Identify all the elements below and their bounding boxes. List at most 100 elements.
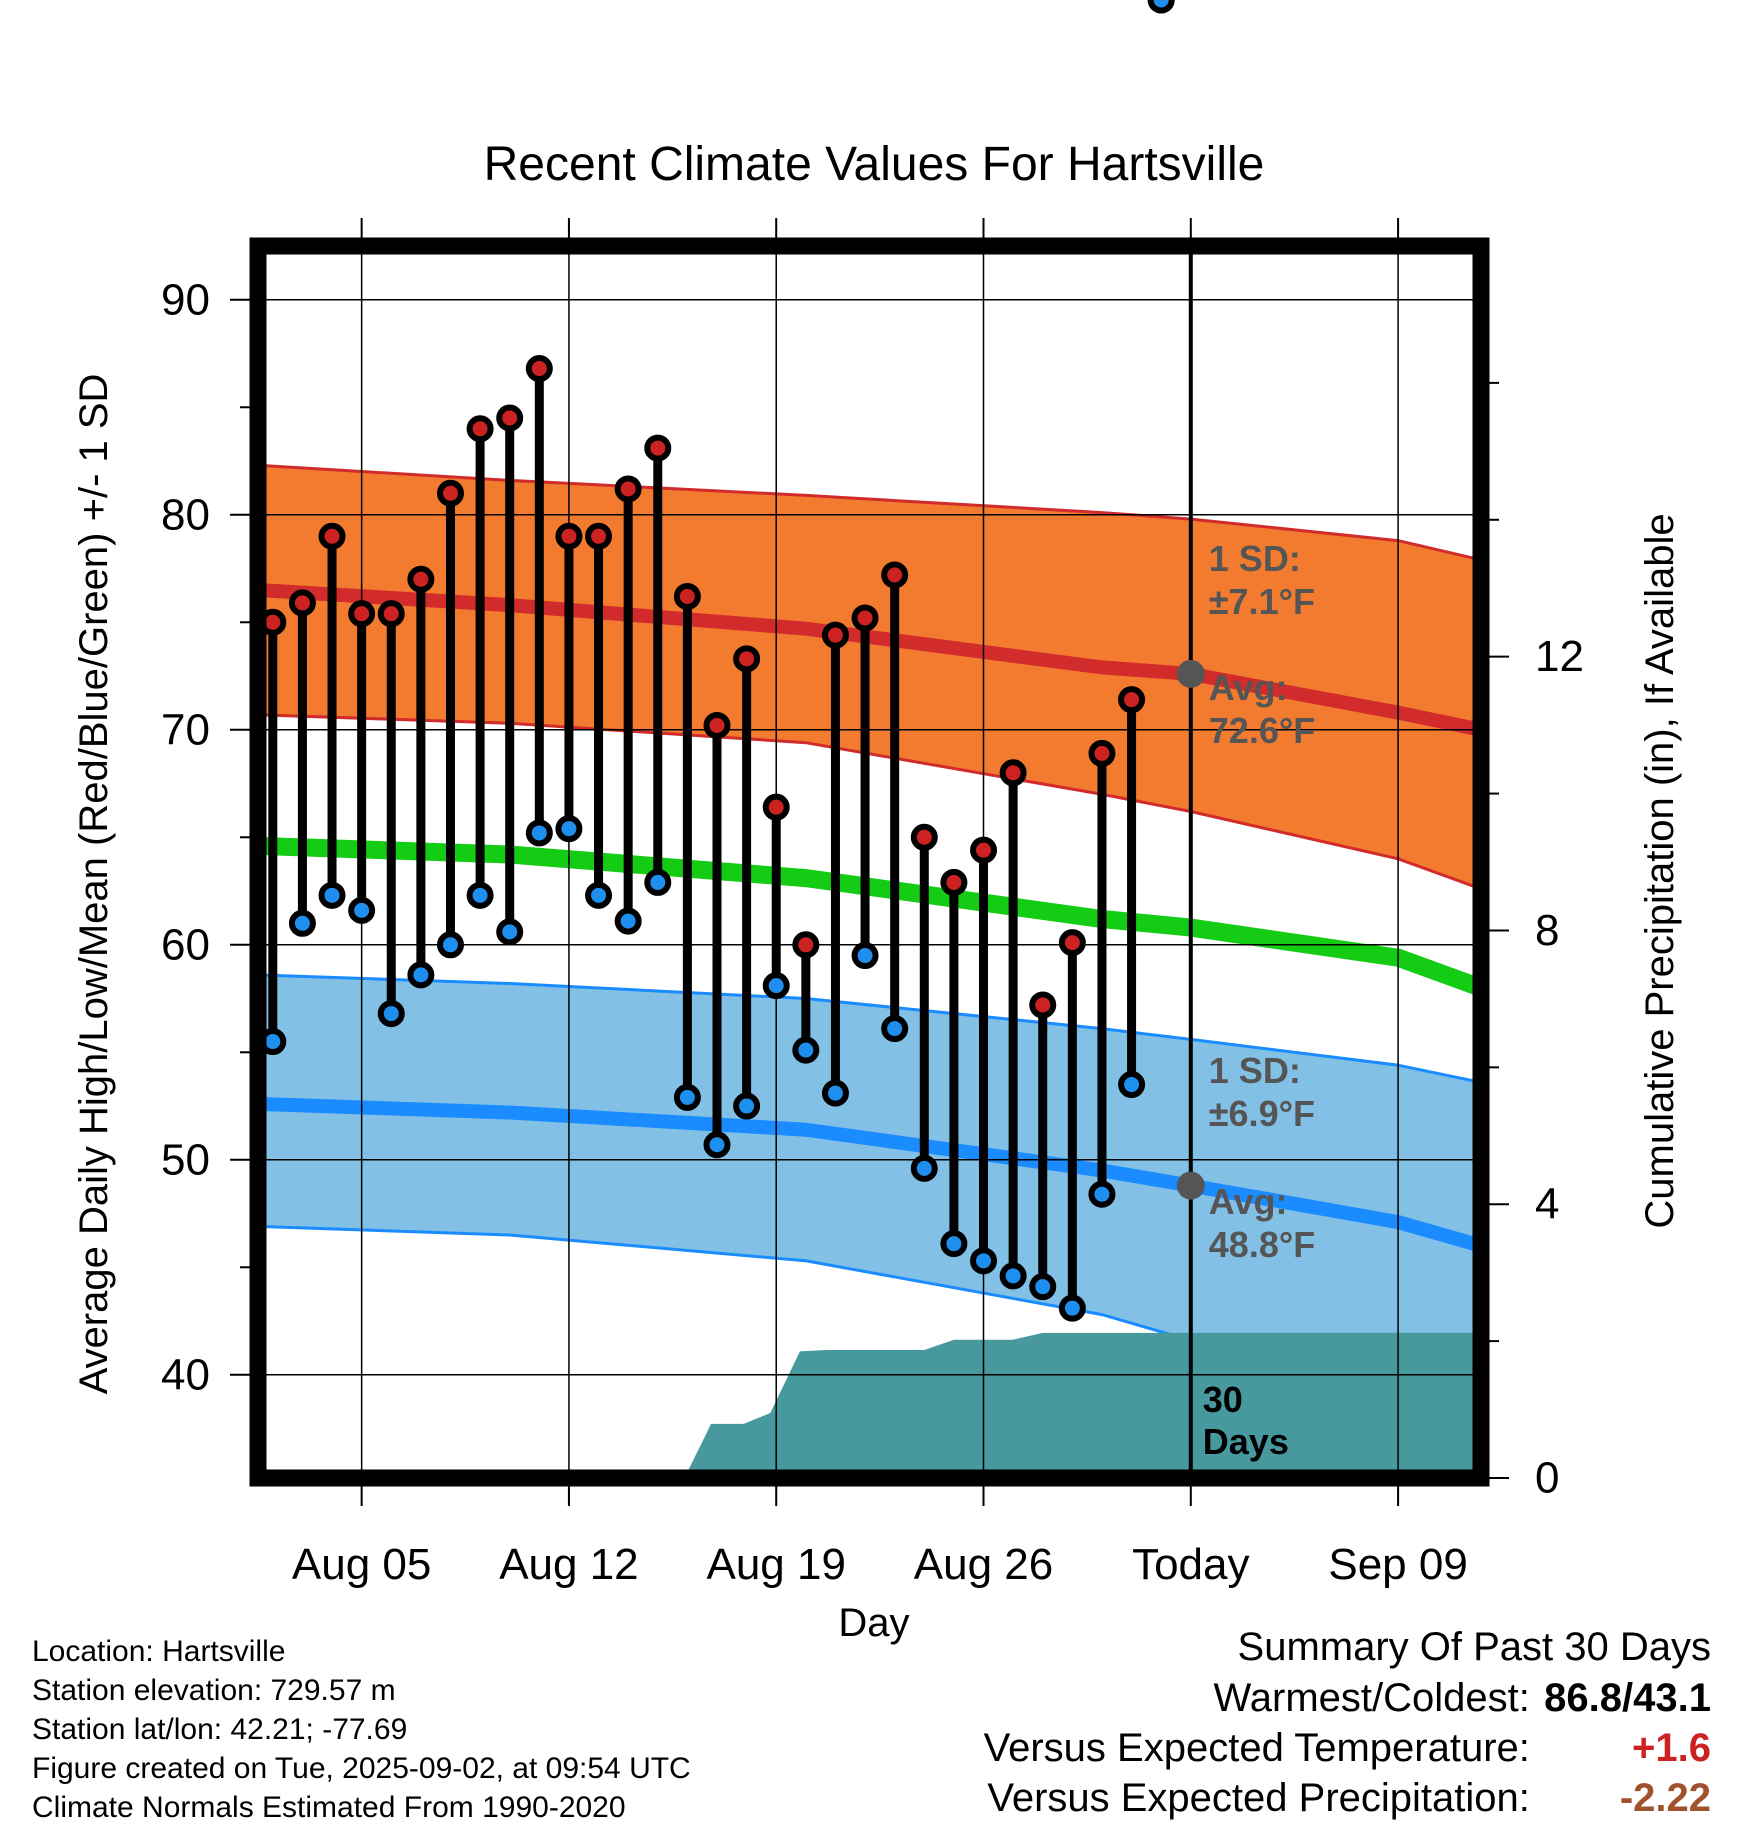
x-tick-label: Aug 19 [706,1540,845,1589]
daily-high-point [1118,686,1146,714]
today-low-normal-marker [1176,1171,1205,1200]
low-avg-value: 48.8°F [1209,1224,1315,1265]
daily-high-point [762,793,790,821]
daily-high-point [881,561,909,589]
summary-warm-cold-label: Warmest/Coldest: [1213,1676,1530,1720]
x-axis-label: Day [838,1601,909,1645]
daily-low-point [348,896,376,924]
days-label-word: Days [1203,1421,1289,1462]
daily-high-point [999,759,1027,787]
daily-low-point [585,881,613,909]
summary-precip-label: Versus Expected Precipitation: [987,1776,1530,1820]
daily-low-point [940,1230,968,1258]
daily-high-point [733,645,761,673]
daily-high-point [1088,739,1116,767]
x-tick-label: Sep 09 [1328,1540,1467,1589]
precip-area [684,1332,1481,1478]
daily-low-point [1058,1294,1086,1322]
daily-low-point [1029,1273,1057,1301]
y-tick-label: 40 [161,1350,210,1399]
daily-high-point [673,582,701,610]
daily-high-point [407,565,435,593]
daily-high-point [555,522,583,550]
daily-high-point [821,621,849,649]
daily-low-point [1088,1180,1116,1208]
daily-low-point [644,868,672,896]
x-tick-label: Today [1132,1540,1249,1589]
footer-latlon: Station lat/lon: 42.21; -77.69 [32,1713,408,1746]
daily-high-point [644,434,672,462]
daily-low-point [1118,1071,1146,1099]
high-sd-value: ±7.1°F [1209,581,1315,622]
daily-low-point [970,1247,998,1275]
daily-high-point [1029,991,1057,1019]
y-tick-label: 90 [161,275,210,324]
days-label-number: 30 [1203,1379,1243,1420]
daily-low-point [496,918,524,946]
daily-low-point [733,1092,761,1120]
daily-low-point [999,1262,1027,1290]
y2-tick-label: 8 [1535,906,1559,955]
low-sd-band [258,973,1481,1381]
daily-high-point [910,823,938,851]
daily-high-point [792,931,820,959]
high-avg-value: 72.6°F [1209,710,1315,751]
y2-tick-label: 0 [1535,1454,1559,1503]
daily-low-point [525,819,553,847]
footer-normals: Climate Normals Estimated From 1990-2020 [32,1791,626,1824]
summary-warm-cold-value: 86.8/43.1 [1544,1676,1711,1720]
daily-low-point [318,881,346,909]
daily-low-point [792,1036,820,1064]
footer-elevation: Station elevation: 729.57 m [32,1674,396,1707]
y2-axis-label: Cumulative Precipitation (in), If Availa… [1638,513,1682,1228]
footer-created: Figure created on Tue, 2025-09-02, at 09… [32,1752,691,1785]
y2-tick-label: 12 [1535,632,1584,681]
daily-high-point [288,589,316,617]
summary-temp: Versus Expected Temperature: +1.6 [984,1723,1711,1773]
daily-low-point [436,931,464,959]
y-tick-label: 50 [161,1135,210,1184]
daily-high-point [377,600,405,628]
high-sd-label: 1 SD: [1209,538,1301,579]
x-tick-label: Aug 05 [292,1540,431,1589]
y2-tick-label: 4 [1535,1180,1559,1229]
daily-low-point [703,1131,731,1159]
summary-title: Summary Of Past 30 Days [1237,1625,1711,1669]
summary-precip-value: -2.22 [1619,1776,1711,1820]
footer-location: Location: Hartsville [32,1635,286,1668]
x-tick-label: Aug 26 [914,1540,1053,1589]
y-tick-label: 70 [161,705,210,754]
daily-high-point [940,868,968,896]
daily-low-point [614,907,642,935]
daily-high-point [318,522,346,550]
low-sd-label: 1 SD: [1209,1050,1301,1091]
daily-low-point [1147,0,1175,14]
plot-frame [249,237,1490,1487]
daily-high-point [348,600,376,628]
y-tick-label: 80 [161,490,210,539]
daily-low-point [377,1000,405,1028]
summary-temp-label: Versus Expected Temperature: [983,1726,1530,1770]
summary-temp-value: +1.6 [1632,1726,1711,1770]
today-high-normal-marker [1176,659,1205,688]
daily-high-point [525,355,553,383]
daily-low-point [555,815,583,843]
daily-high-point [466,415,494,443]
daily-high-point [614,475,642,503]
daily-low-point [910,1154,938,1182]
daily-high-point [496,404,524,432]
high-avg-label: Avg: [1209,667,1288,708]
daily-high-point [436,479,464,507]
daily-high-point [585,522,613,550]
daily-high-point [1058,929,1086,957]
daily-low-point [407,961,435,989]
summary-warm-cold: Warmest/Coldest: 86.8/43.1 [1214,1673,1712,1723]
low-avg-label: Avg: [1209,1181,1288,1222]
y-tick-label: 60 [161,920,210,969]
low-sd-value: ±6.9°F [1209,1093,1315,1134]
daily-low-point [288,909,316,937]
daily-low-point [821,1079,849,1107]
chart-title: Recent Climate Values For Hartsville [484,138,1265,191]
